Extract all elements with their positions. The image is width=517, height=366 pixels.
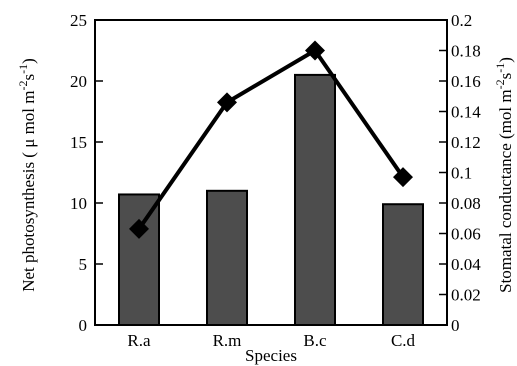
diamond-marker	[217, 92, 237, 113]
right-axis-title: Stomatal conductance (mol m-2s-1)	[493, 57, 515, 293]
left-tick-label: 20	[70, 72, 87, 91]
left-tick-label: 25	[70, 11, 87, 30]
right-tick-label: 0.14	[451, 103, 481, 122]
bar	[118, 193, 160, 326]
right-tick-label: 0.18	[451, 42, 481, 61]
bar-series	[118, 73, 424, 327]
left-tick-label: 0	[79, 316, 88, 335]
x-tick-label: C.d	[391, 331, 416, 350]
right-tick-label: 0.16	[451, 72, 481, 91]
bar	[206, 189, 248, 326]
bar	[382, 203, 424, 326]
left-axis-title: Net photosynthesis ( μ mol m-2s-1)	[16, 58, 38, 292]
diamond-marker	[305, 40, 325, 61]
left-tick-label: 15	[70, 133, 87, 152]
x-tick-label: B.c	[303, 331, 327, 350]
plot-frame	[94, 19, 448, 326]
right-axis-ticks: 0 0.02 0.04 0.06 0.08 0.1 0.12 0.14 0.16 0.18 0.2	[439, 11, 481, 335]
series-line	[137, 48, 405, 231]
left-axis-ticks: 0 5 10 15 20 25	[70, 11, 103, 335]
left-tick-label: 5	[79, 255, 88, 274]
diamond-marker	[393, 167, 413, 188]
diamond-marker	[129, 218, 149, 239]
right-tick-label: 0.02	[451, 286, 481, 305]
right-tick-label: 0.1	[451, 164, 472, 183]
right-tick-label: 0.06	[451, 225, 481, 244]
bar	[294, 73, 336, 327]
x-axis-title: Species	[245, 346, 297, 365]
right-tick-label: 0.2	[451, 11, 472, 30]
x-axis-tick-labels: R.a R.m B.c C.d	[127, 331, 415, 350]
right-tick-label: 0.04	[451, 255, 481, 274]
right-tick-label: 0.08	[451, 194, 481, 213]
x-tick-label: R.a	[127, 331, 151, 350]
right-tick-label: 0.12	[451, 133, 481, 152]
right-tick-label: 0	[451, 316, 460, 335]
line-series	[129, 40, 413, 239]
left-tick-label: 10	[70, 194, 87, 213]
x-tick-label: R.m	[213, 331, 242, 350]
